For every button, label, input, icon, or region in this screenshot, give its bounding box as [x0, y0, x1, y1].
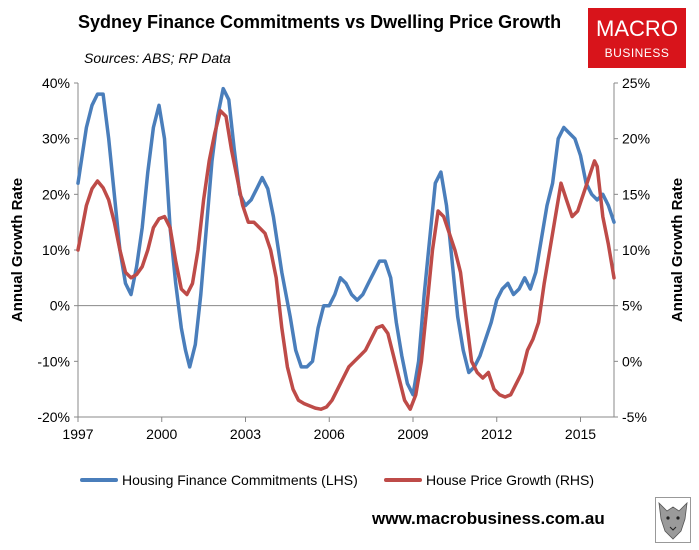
footer-url: www.macrobusiness.com.au — [372, 509, 605, 528]
y-left-tick-label: 0% — [50, 298, 70, 314]
house-price-line — [76, 109, 616, 411]
x-tick-label: 2006 — [314, 426, 345, 442]
legend-label: Housing Finance Commitments (LHS) — [122, 472, 358, 488]
y-right-tick-label: 0% — [622, 353, 642, 369]
housing-finance-line — [76, 86, 616, 397]
logo-line-2: BUSINESS — [604, 46, 670, 60]
x-tick-label: 2012 — [481, 426, 512, 442]
y-axis-left-title: Annual Growth Rate — [9, 178, 26, 322]
y-left-tick-label: 30% — [42, 131, 70, 147]
chart-title: Sydney Finance Commitments vs Dwelling P… — [78, 12, 562, 32]
legend-label: House Price Growth (RHS) — [426, 472, 594, 488]
y-left-tick-label: -10% — [37, 353, 70, 369]
x-tick-label: 2015 — [565, 426, 596, 442]
macrobusiness-logo: MACRO BUSINESS — [588, 8, 686, 68]
y-right-tick-label: 10% — [622, 242, 650, 258]
y-right-tick-label: 15% — [622, 186, 650, 202]
y-left-tick-label: 20% — [42, 186, 70, 202]
y-left-tick-label: 40% — [42, 75, 70, 91]
chart-subtitle: Sources: ABS; RP Data — [84, 50, 231, 66]
x-tick-label: 1997 — [62, 426, 93, 442]
wolf-watermark-icon — [655, 497, 691, 543]
y-right-tick-label: 25% — [622, 75, 650, 91]
logo-line-1: MACRO — [596, 16, 678, 41]
y-right-tick-label: 20% — [622, 131, 650, 147]
y-left-tick-label: 10% — [42, 242, 70, 258]
y-left-tick-label: -20% — [37, 409, 70, 425]
x-tick-label: 2009 — [397, 426, 428, 442]
x-tick-label: 2003 — [230, 426, 261, 442]
y-axis-right-title: Annual Growth Rate — [669, 178, 686, 322]
y-right-tick-label: -5% — [622, 409, 647, 425]
y-right-tick-label: 5% — [622, 298, 642, 314]
x-tick-label: 2000 — [146, 426, 177, 442]
